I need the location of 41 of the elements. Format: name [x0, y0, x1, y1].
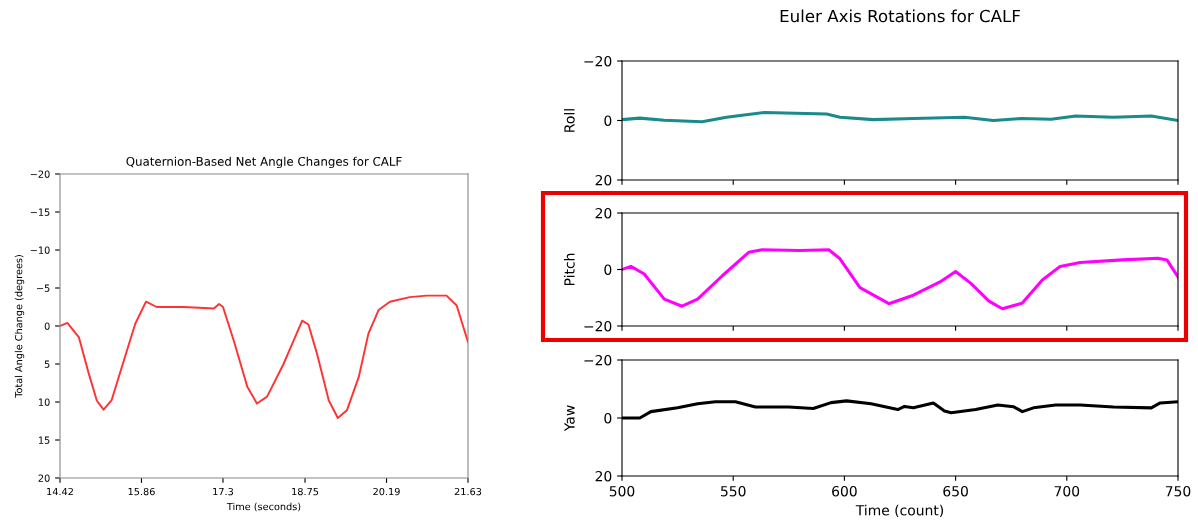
x-tick-label: 14.42	[47, 487, 73, 496]
y-axis-title: Pitch	[563, 253, 575, 286]
x-tick-label: 600	[832, 485, 857, 497]
y-tick-label: 10	[38, 398, 50, 406]
chart-title: Euler Axis Rotations for CALF	[780, 9, 1020, 23]
y-tick-label: −20	[30, 170, 50, 178]
x-tick-label: 550	[721, 485, 746, 497]
x-axis-title: Time (count)	[855, 504, 944, 518]
line-series	[622, 110, 1178, 124]
y-tick-label: 15	[38, 436, 50, 444]
y-tick-label: 20	[595, 470, 612, 482]
y-axis-title: Yaw	[564, 405, 575, 432]
line-series	[622, 248, 1178, 311]
y-tick-label: −10	[30, 246, 50, 254]
x-tick-label: 20.19	[373, 487, 400, 496]
x-tick-label: 21.63	[454, 487, 482, 496]
x-tick-label: 750	[1165, 485, 1191, 497]
y-axis-title: Total Angle Change (degrees)	[14, 255, 25, 398]
y-tick-label: 20	[595, 207, 612, 219]
x-tick-label: 650	[943, 485, 968, 497]
x-tick-label: 700	[1054, 485, 1080, 497]
x-tick-label: 18.75	[292, 487, 319, 496]
x-axis-title: Time (seconds)	[226, 502, 301, 512]
y-axis-title: Roll	[563, 109, 575, 132]
y-tick-label: −5	[36, 284, 50, 292]
y-tick-label: 0	[44, 322, 50, 330]
x-tick-label: 17.3	[213, 487, 234, 496]
y-tick-label: 5	[44, 360, 50, 368]
y-tick-label: 20	[38, 474, 50, 482]
y-tick-label: −20	[584, 320, 612, 332]
y-tick-label: −15	[30, 208, 50, 216]
x-tick-label: 500	[609, 485, 635, 497]
chart-title: Quaternion-Based Net Angle Changes for CALF	[126, 156, 402, 169]
y-tick-label: 0	[604, 412, 612, 424]
line-series	[60, 294, 468, 419]
x-tick-label: 15.86	[128, 487, 155, 496]
y-tick-label: −20	[584, 354, 612, 366]
y-tick-label: 20	[595, 174, 612, 186]
y-tick-label: −20	[584, 55, 612, 67]
y-tick-label: 0	[604, 115, 612, 126]
y-tick-label: 0	[604, 264, 612, 275]
